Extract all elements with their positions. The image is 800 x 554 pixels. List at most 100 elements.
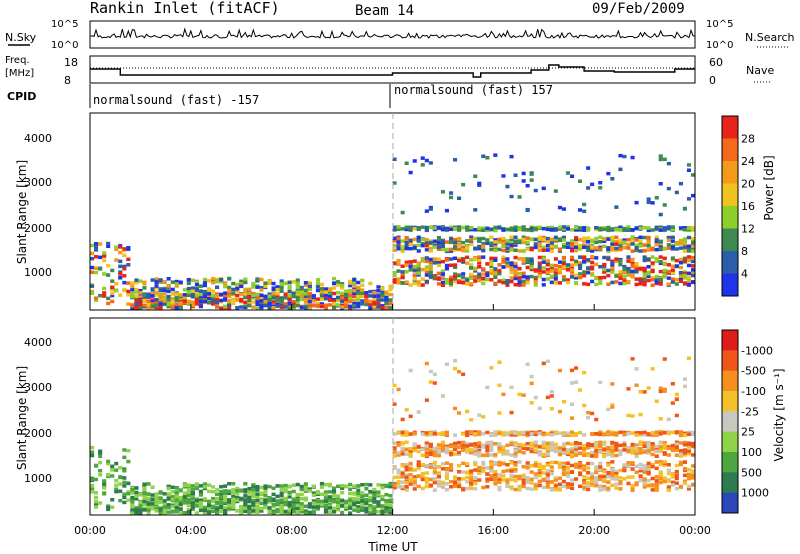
vel-cells-cell [275,494,280,499]
noise-left-tick-bottom: 10^0 [51,40,78,51]
vel-cells-cell [251,485,256,490]
vel-cells-cell [416,460,421,464]
power-cells-cell [473,257,478,261]
vel-cells-cell [207,489,212,494]
power-cells-cell [267,280,272,284]
vel-cells-cell [594,479,599,483]
vel-cells-cell [497,472,502,477]
power-cells-cell [299,287,304,291]
vel-cells-cell [372,493,377,497]
power-cells-cell [404,270,409,274]
vel-cells-cell [658,460,663,464]
power-cells-cell [658,239,663,244]
vel-cells-cell [130,495,135,500]
vel-cells-cell [638,462,643,466]
vel-cells-cell [110,468,115,472]
vel-cells-cell [408,432,413,436]
vel-cells-cell [586,470,591,475]
vel-cells-cell [424,398,429,402]
vel-cells-cell [283,502,288,507]
power-cells-cell [239,292,244,297]
power-cells-cell [501,260,506,264]
vel-cells-cell [162,511,167,515]
vel-cells-cell [239,511,244,515]
power-cells-cell [481,255,486,259]
power-cells-cell [489,247,494,252]
vel-cells-cell [529,441,534,446]
power-cells-cell [259,277,264,282]
x-tick-label: 16:00 [477,524,509,537]
vel-cells-cell [517,449,522,454]
vel-bar-swatch [722,431,738,453]
power-cells-cell [549,269,554,273]
vel-cells-cell [525,486,530,491]
vel-cells-cell [509,385,514,390]
power-cells-cell [360,288,365,292]
power-cells-cell [436,263,441,268]
power-cells-cell [594,246,599,250]
vel-cells-cell [513,443,518,448]
vel-cells-cell [493,433,498,438]
power-cells-cell [360,294,365,298]
vel-cells-cell [678,484,683,489]
vel-cells-cell [606,430,611,434]
vel-cells-cell [485,485,490,489]
vel-cells-cell [138,511,143,515]
vel-cells-cell [582,468,587,472]
power-cells-cell [590,279,595,284]
vel-cells-cell [356,491,361,496]
vel-cells-cell [182,495,187,499]
vel-cells-cell [424,431,429,435]
power-cells-cell [590,265,595,269]
power-cells-cell [239,284,244,289]
vel-cells-cell [586,484,591,488]
vel-cells-cell [561,447,566,452]
vel-cells-cell [570,442,575,446]
vel-cells-cell [465,450,470,454]
cpid-segment-1: normalsound (fast) -157 [93,93,259,107]
power-cells-cell [319,292,324,296]
vel-cells-cell [453,444,458,449]
power-cells-cell [642,255,647,259]
vel-cells-cell [348,482,353,487]
power-cells-cell [400,275,405,280]
vel-cells-cell [557,463,562,468]
power-cells-cell [211,289,216,293]
power-cells-cell [416,271,421,275]
vel-cells-cell [477,467,482,471]
power-cells-cell [315,285,320,289]
vel-cells-cell [517,442,522,447]
vel-cells-cell [416,466,421,471]
vel-cells-cell [142,499,147,504]
vel-cells-cell [606,488,611,492]
vel-cells-cell [578,430,583,435]
vel-cells-cell [650,488,655,492]
vel-cells-cell [582,481,587,485]
power-cells-cell [586,248,591,252]
vel-cells-cell [674,445,679,450]
power-cells-cell [686,258,691,263]
power-cells-cell [457,244,462,248]
power-cells-cell [396,227,401,231]
power-cells-cell [654,243,659,247]
vel-cells-cell [444,432,449,436]
power-cells-cell [686,263,691,268]
power-cells-cell [408,242,413,247]
vel-cells-cell [485,430,490,435]
power-cells-cell [682,227,687,232]
power-cells-cell [594,226,599,230]
vel-cells-cell [686,476,691,481]
vel-cells-cell [630,442,635,447]
power-cells-cell [271,281,276,286]
vel-cells-cell [469,442,474,447]
vel-cells-cell [178,496,183,500]
nave-right-label: Nave [746,64,774,77]
power-cells-cell [336,303,341,307]
power-cells-cell [404,236,409,240]
power-cells-cell [541,248,546,252]
power-cells-cell [348,304,353,309]
power-cells-cell [440,259,445,264]
power-cells-cell [428,241,433,245]
power-cells-cell [158,302,163,306]
vel-cells-cell [223,500,228,504]
